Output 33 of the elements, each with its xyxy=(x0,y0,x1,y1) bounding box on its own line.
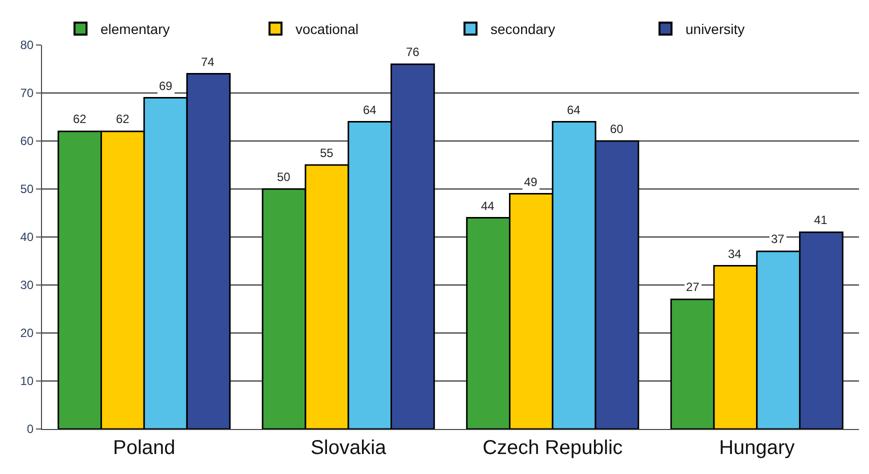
data-label: 62 xyxy=(73,112,87,126)
data-label: 64 xyxy=(363,103,377,117)
y-tick-label: 30 xyxy=(20,278,34,292)
data-label: 41 xyxy=(814,213,828,227)
data-label: 49 xyxy=(524,175,538,189)
x-tick-label: Slovakia xyxy=(310,437,388,459)
legend-label: vocational xyxy=(296,21,359,38)
y-tick-label: 0 xyxy=(26,422,34,436)
data-label: 76 xyxy=(406,45,420,59)
x-tick-label: Hungary xyxy=(719,437,795,459)
data-label: 27 xyxy=(686,280,700,294)
data-label: 34 xyxy=(728,247,742,261)
data-label: 50 xyxy=(277,170,291,184)
data-label: 60 xyxy=(610,122,624,136)
x-tick-label: Czech Republic xyxy=(482,437,623,459)
y-tick-label: 50 xyxy=(20,182,34,196)
data-label: 55 xyxy=(320,146,334,160)
data-label: 69 xyxy=(159,79,173,93)
y-tick-label: 10 xyxy=(20,374,34,388)
y-tick-label: 20 xyxy=(20,326,34,340)
y-tick-label: 60 xyxy=(20,134,34,148)
data-label: 44 xyxy=(481,199,495,213)
y-tick-label: 70 xyxy=(20,86,34,100)
legend-label: university xyxy=(686,21,745,38)
data-label: 74 xyxy=(201,55,215,69)
legend-label: elementary xyxy=(100,21,170,38)
legend-label: secondary xyxy=(490,21,556,38)
y-tick-label: 80 xyxy=(20,38,34,52)
x-tick-label: Poland xyxy=(112,437,176,459)
data-label: 62 xyxy=(116,112,130,126)
y-tick-label: 40 xyxy=(20,230,34,244)
data-label: 37 xyxy=(771,232,785,246)
data-label: 64 xyxy=(567,103,581,117)
